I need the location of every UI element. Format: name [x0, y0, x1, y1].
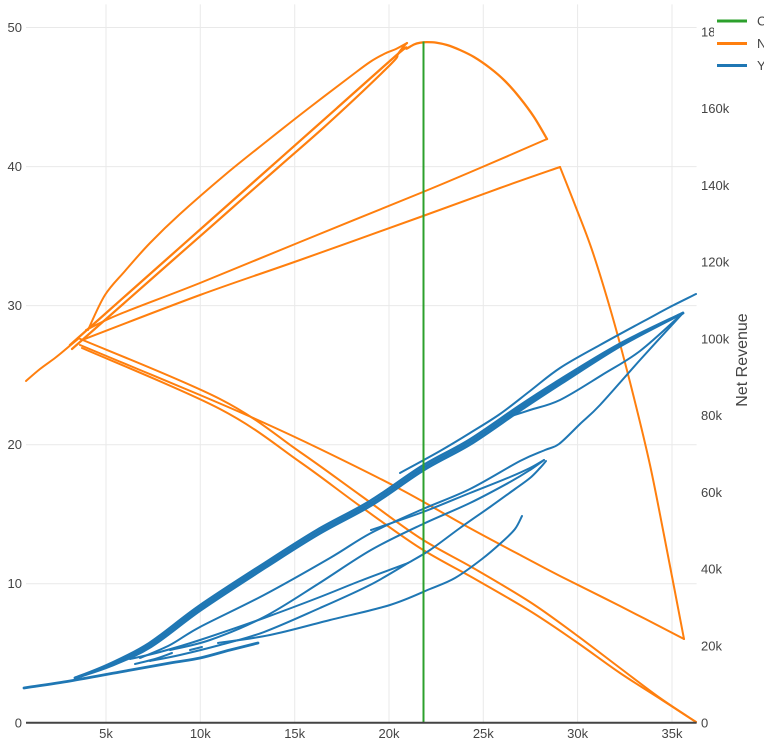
svg-text:40: 40: [8, 159, 22, 174]
svg-text:YTD: YTD: [757, 58, 764, 73]
svg-text:20k: 20k: [701, 639, 722, 654]
svg-text:40k: 40k: [701, 562, 722, 577]
svg-text:30k: 30k: [567, 726, 588, 741]
svg-text:0: 0: [15, 715, 22, 730]
svg-text:15k: 15k: [284, 726, 305, 741]
svg-text:100k: 100k: [701, 331, 730, 346]
svg-text:50: 50: [8, 20, 22, 35]
svg-text:120k: 120k: [701, 255, 730, 270]
svg-text:10: 10: [8, 576, 22, 591]
svg-text:0: 0: [701, 715, 708, 730]
svg-text:140k: 140k: [701, 178, 730, 193]
svg-text:35k: 35k: [662, 726, 683, 741]
svg-text:20: 20: [8, 437, 22, 452]
svg-text:5k: 5k: [99, 726, 113, 741]
svg-text:Net Revenue: Net Revenue: [757, 36, 764, 51]
svg-text:80k: 80k: [701, 408, 722, 423]
svg-text:10k: 10k: [190, 726, 211, 741]
svg-text:30: 30: [8, 298, 22, 313]
svg-text:Net Revenue: Net Revenue: [734, 313, 751, 406]
svg-text:20k: 20k: [379, 726, 400, 741]
svg-text:160k: 160k: [701, 101, 730, 116]
svg-text:Cumulative: Cumulative: [757, 14, 764, 29]
svg-text:60k: 60k: [701, 485, 722, 500]
svg-text:25k: 25k: [473, 726, 494, 741]
